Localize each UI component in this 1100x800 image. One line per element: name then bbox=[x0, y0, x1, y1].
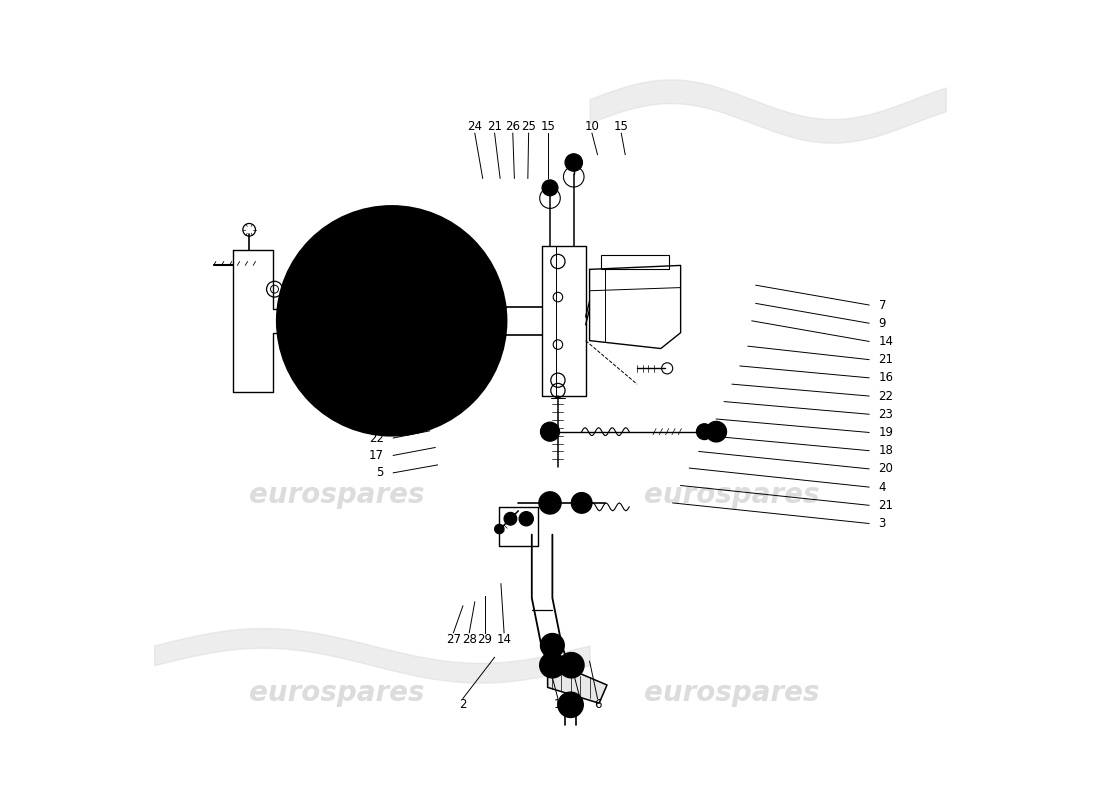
Text: 8: 8 bbox=[376, 362, 384, 375]
Text: 29: 29 bbox=[477, 633, 493, 646]
Text: 19: 19 bbox=[879, 426, 893, 439]
Text: 26: 26 bbox=[505, 120, 520, 134]
Text: eurospares: eurospares bbox=[249, 481, 424, 509]
Circle shape bbox=[540, 653, 565, 678]
Text: 12: 12 bbox=[368, 397, 384, 410]
Circle shape bbox=[558, 692, 583, 718]
Text: 9: 9 bbox=[879, 317, 886, 330]
Polygon shape bbox=[233, 250, 285, 392]
Polygon shape bbox=[590, 266, 681, 349]
Text: 20: 20 bbox=[879, 462, 893, 475]
Text: 18: 18 bbox=[879, 444, 893, 457]
Circle shape bbox=[542, 180, 558, 196]
Circle shape bbox=[696, 424, 713, 439]
Circle shape bbox=[540, 422, 560, 441]
Text: 1: 1 bbox=[554, 698, 562, 711]
Text: 13: 13 bbox=[278, 332, 293, 345]
Text: 5: 5 bbox=[576, 698, 584, 711]
Text: 23: 23 bbox=[879, 408, 893, 421]
Text: 28: 28 bbox=[462, 633, 476, 646]
Text: 21: 21 bbox=[487, 120, 502, 134]
Circle shape bbox=[345, 275, 438, 366]
Bar bbox=[602, 255, 669, 270]
Text: 3: 3 bbox=[879, 517, 886, 530]
Circle shape bbox=[539, 492, 561, 514]
Circle shape bbox=[504, 513, 517, 525]
Circle shape bbox=[540, 634, 564, 658]
Text: 11: 11 bbox=[368, 379, 384, 392]
Text: 22: 22 bbox=[368, 431, 384, 445]
Text: 15: 15 bbox=[541, 120, 556, 134]
Circle shape bbox=[277, 206, 506, 436]
Text: eurospares: eurospares bbox=[249, 679, 424, 707]
Polygon shape bbox=[548, 669, 607, 703]
Text: 17: 17 bbox=[368, 449, 384, 462]
Text: 16: 16 bbox=[879, 371, 893, 384]
Text: 14: 14 bbox=[879, 335, 893, 348]
Text: 4: 4 bbox=[879, 481, 886, 494]
Circle shape bbox=[706, 422, 726, 442]
Text: eurospares: eurospares bbox=[645, 679, 820, 707]
Text: 22: 22 bbox=[879, 390, 893, 402]
Text: 23: 23 bbox=[368, 414, 384, 427]
Text: 27: 27 bbox=[446, 633, 461, 646]
Circle shape bbox=[559, 653, 584, 678]
Text: 15: 15 bbox=[614, 120, 629, 134]
Text: 25: 25 bbox=[521, 120, 536, 134]
Circle shape bbox=[519, 512, 534, 526]
Text: 30: 30 bbox=[306, 347, 320, 361]
Polygon shape bbox=[498, 507, 538, 546]
Text: eurospares: eurospares bbox=[645, 481, 820, 509]
Text: 5: 5 bbox=[376, 466, 384, 479]
Circle shape bbox=[495, 524, 504, 534]
Text: 14: 14 bbox=[496, 633, 512, 646]
Text: 21: 21 bbox=[879, 498, 893, 512]
Text: 2: 2 bbox=[459, 698, 466, 711]
Text: 7: 7 bbox=[879, 298, 886, 311]
Polygon shape bbox=[542, 246, 585, 396]
Text: 24: 24 bbox=[468, 120, 482, 134]
Text: 10: 10 bbox=[584, 120, 600, 134]
Circle shape bbox=[571, 493, 592, 514]
Circle shape bbox=[565, 154, 583, 171]
Text: 21: 21 bbox=[879, 353, 893, 366]
Text: 6: 6 bbox=[594, 698, 602, 711]
